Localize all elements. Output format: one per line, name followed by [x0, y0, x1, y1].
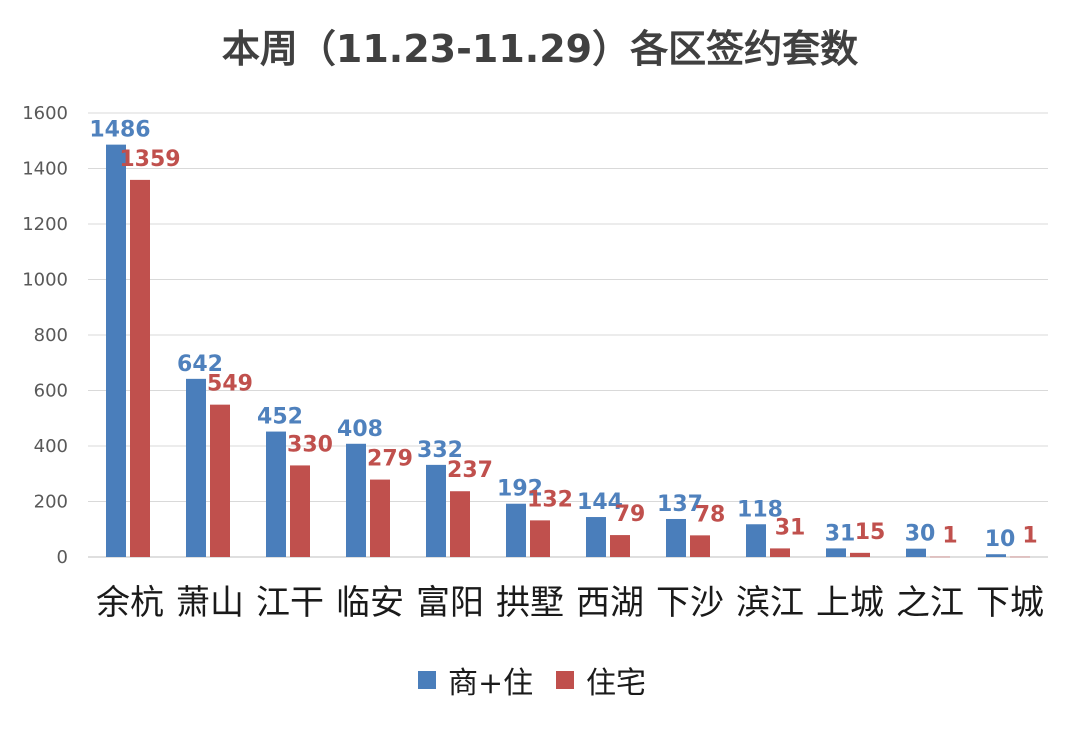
data-label: 118	[737, 497, 783, 522]
data-label: 30	[905, 522, 936, 547]
bar	[986, 554, 1006, 557]
bars	[106, 144, 1030, 558]
chart-title: 本周（11.23-11.29）各区签约套数	[222, 27, 858, 71]
bar	[666, 518, 686, 557]
bar	[746, 524, 766, 557]
data-label: 332	[417, 438, 463, 463]
bar	[690, 535, 710, 557]
x-tick-label: 富阳	[416, 583, 484, 623]
data-label: 1	[1022, 524, 1037, 549]
bar	[130, 179, 150, 557]
gridlines	[88, 112, 1048, 558]
legend: 商+住 住宅	[418, 666, 646, 701]
y-tick-label: 600	[34, 381, 68, 402]
y-tick-label: 1400	[22, 159, 68, 180]
x-tick-label: 萧山	[176, 583, 244, 623]
x-axis: 余杭 萧山 江干 临安 富阳 拱墅 西湖 下沙 滨江 上城 之江 下城	[96, 583, 1044, 623]
data-label: 1486	[89, 118, 150, 143]
bar	[210, 404, 230, 557]
bar	[826, 548, 846, 557]
data-label: 144	[577, 490, 623, 515]
bar	[370, 479, 390, 557]
bar	[506, 503, 526, 557]
data-label: 237	[447, 458, 493, 483]
data-label: 78	[695, 502, 726, 527]
data-label: 192	[497, 477, 543, 502]
bar	[770, 548, 790, 557]
x-tick-label: 江干	[256, 583, 324, 623]
data-label: 79	[615, 502, 646, 527]
data-label: 408	[337, 417, 383, 442]
data-label: 137	[657, 492, 703, 517]
bar	[186, 378, 206, 557]
data-label: 1359	[119, 147, 180, 172]
legend-label: 商+住	[448, 666, 533, 701]
data-label: 642	[177, 352, 223, 377]
x-tick-label: 下沙	[656, 583, 724, 623]
data-label: 10	[985, 527, 1016, 552]
y-tick-label: 0	[57, 547, 68, 568]
legend-label: 住宅	[586, 666, 646, 701]
x-tick-label: 下城	[976, 583, 1044, 623]
bar	[930, 556, 950, 558]
y-tick-label: 1600	[22, 103, 68, 124]
bar	[530, 520, 550, 557]
y-tick-label: 1000	[22, 270, 68, 291]
y-tick-label: 200	[34, 492, 68, 513]
x-tick-label: 之江	[896, 583, 964, 623]
bar	[586, 517, 606, 557]
bar	[346, 443, 366, 557]
x-tick-label: 滨江	[736, 583, 804, 623]
x-tick-label: 余杭	[96, 583, 164, 623]
legend-swatch	[418, 671, 436, 689]
data-label: 1	[942, 524, 957, 549]
data-label: 31	[775, 515, 806, 540]
bar	[906, 548, 926, 557]
bar	[850, 552, 870, 557]
y-axis: 0 200 400 600 800 1000 1200 1400 1600	[22, 103, 68, 568]
y-tick-label: 800	[34, 325, 68, 346]
x-tick-label: 临安	[336, 583, 404, 623]
x-tick-label: 西湖	[576, 583, 644, 623]
x-tick-label: 拱墅	[496, 583, 564, 623]
data-label: 452	[257, 405, 303, 430]
bar	[1010, 556, 1030, 558]
bar	[426, 464, 446, 557]
data-label: 31	[825, 521, 856, 546]
y-tick-label: 1200	[22, 214, 68, 235]
bar	[266, 431, 286, 557]
x-tick-label: 上城	[816, 583, 884, 623]
y-tick-label: 400	[34, 436, 68, 457]
data-label: 132	[527, 487, 573, 512]
bar	[450, 491, 470, 557]
bar	[290, 465, 310, 557]
data-label: 549	[207, 372, 253, 397]
data-label: 279	[367, 447, 413, 472]
legend-swatch	[556, 671, 574, 689]
bar	[610, 535, 630, 557]
data-label: 15	[855, 520, 886, 545]
data-label: 330	[287, 432, 333, 457]
bar	[106, 144, 126, 557]
